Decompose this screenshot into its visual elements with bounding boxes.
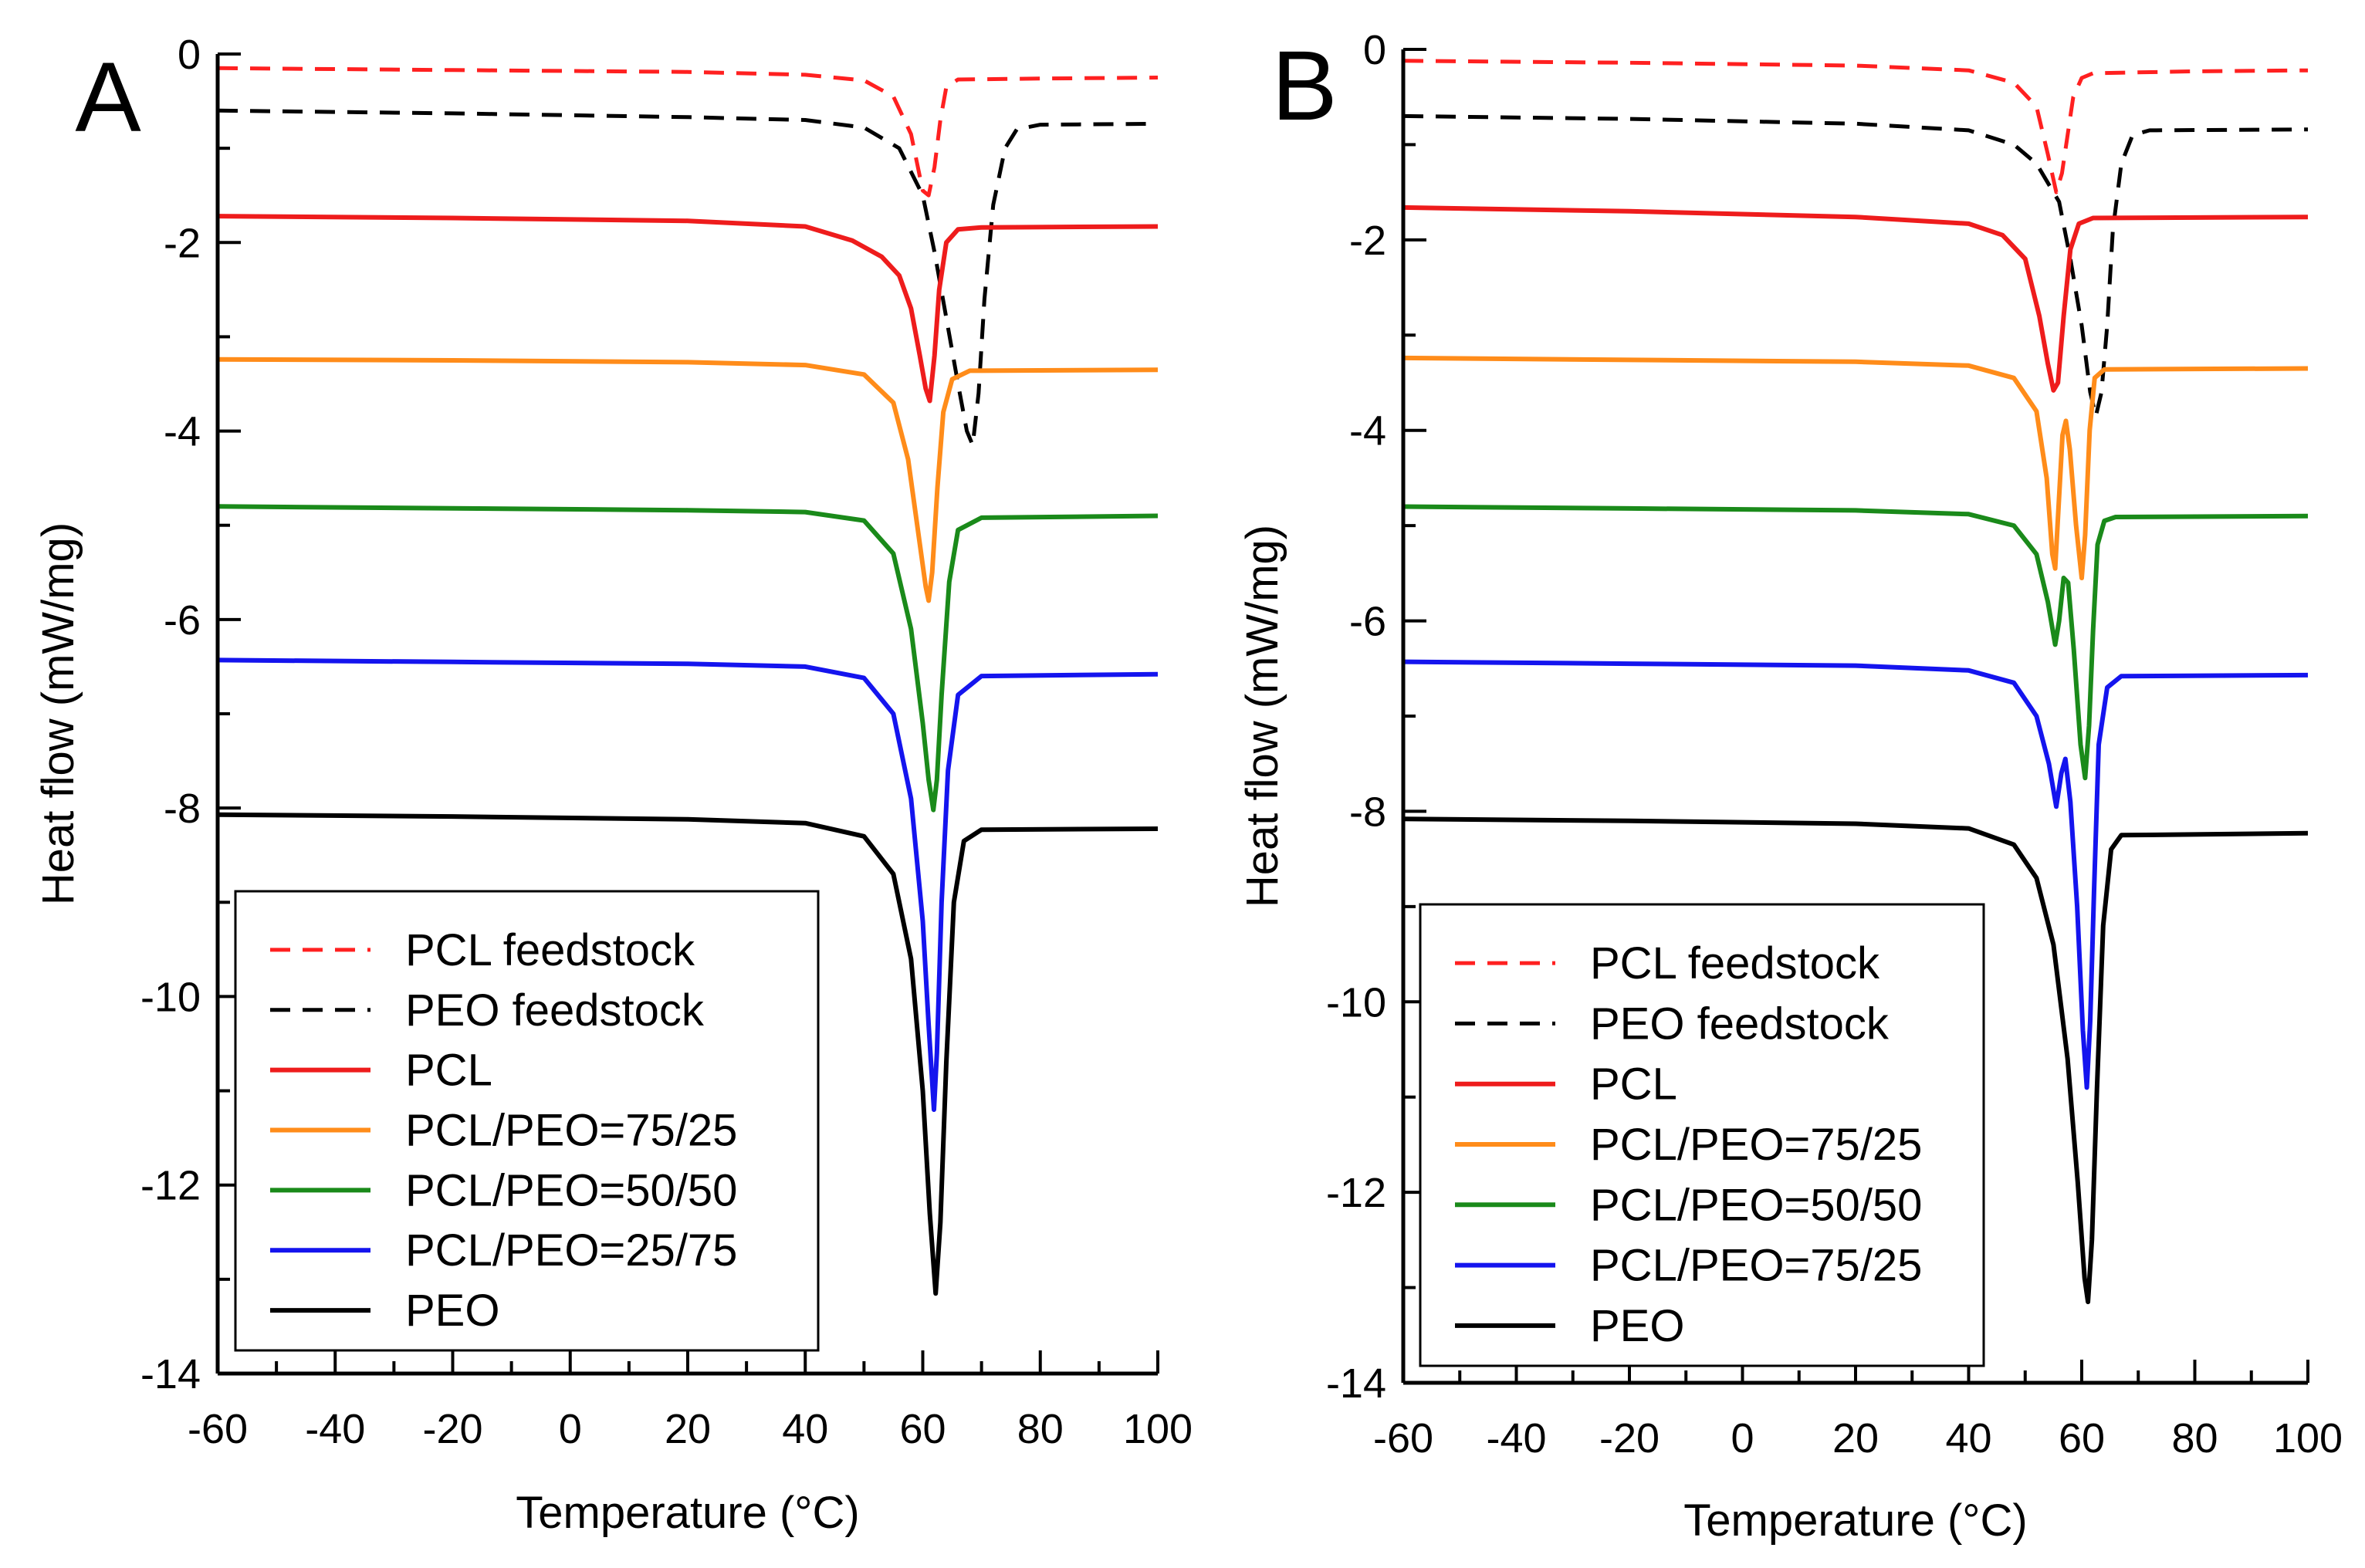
series-line-2 [218, 108, 1158, 448]
legend-label-5: PCL/PEO=50/50 [405, 1165, 737, 1215]
panel-label: B [1271, 31, 1337, 141]
legend: PCL feedstock PEO feedstock PCL PCL/PEO=75/… [1419, 903, 1985, 1367]
series-group [1403, 59, 2308, 1305]
y-tick-label: -12 [1326, 1170, 1386, 1216]
y-tick-label: -8 [1349, 789, 1386, 835]
x-tick-label: -20 [1599, 1415, 1660, 1462]
series-line-1 [218, 66, 1158, 198]
x-tick-label: 0 [1731, 1415, 1754, 1462]
y-axis-title: Heat flow (mW/mg) [33, 522, 83, 905]
x-tick-label: 20 [665, 1406, 711, 1452]
y-tick-label: -6 [164, 597, 201, 644]
legend-label-2: PEO feedstock [1590, 999, 1890, 1049]
legend-label-4: PCL/PEO=75/25 [405, 1106, 737, 1156]
series-line-6 [1403, 659, 2308, 1090]
series-line-3 [1403, 204, 2308, 393]
y-tick-label: -12 [140, 1163, 201, 1209]
x-axis-title: Temperature (°C) [516, 1488, 859, 1538]
series-group [218, 66, 1158, 1296]
legend-box [1419, 903, 1985, 1367]
series-line-4 [218, 357, 1158, 603]
series-line-6 [218, 657, 1158, 1112]
y-tick-label: -6 [1349, 599, 1386, 645]
y-tick-label: -4 [164, 409, 201, 455]
legend-label-5: PCL/PEO=50/50 [1590, 1180, 1922, 1230]
x-axis-title: Temperature (°C) [1683, 1495, 2027, 1546]
y-tick-label: -8 [164, 786, 201, 832]
series-line-4 [1403, 355, 2308, 580]
y-tick-label: -10 [140, 974, 201, 1020]
x-tick-label: 40 [782, 1406, 828, 1452]
panel-label: A [75, 42, 141, 153]
legend-label-3: PCL [1590, 1059, 1677, 1110]
series-line-7 [1403, 816, 2308, 1305]
series-line-7 [218, 812, 1158, 1296]
x-tick-label: -40 [305, 1406, 365, 1452]
series-line-3 [218, 214, 1158, 404]
legend-label-2: PEO feedstock [405, 985, 705, 1036]
legend: PCL feedstock PEO feedstock PCL PCL/PEO=75/… [234, 890, 820, 1352]
series-line-5 [218, 504, 1158, 813]
legend-label-1: PCL feedstock [405, 925, 695, 975]
y-tick-label: -14 [140, 1351, 201, 1397]
y-tick-label: -4 [1349, 408, 1386, 455]
panel-b: -60 -40 -20 0 20 40 60 80 100 0 -2 -4 -6 -8 -10 -12 -14 T… [1237, 27, 2343, 1546]
y-tick-label: -2 [164, 220, 201, 266]
y-axis-title: Heat flow (mW/mg) [1237, 525, 1287, 907]
x-tick-label: 60 [2059, 1415, 2105, 1462]
x-tick-label: 60 [899, 1406, 946, 1452]
x-tick-label: 100 [2273, 1415, 2343, 1462]
legend-label-7: PEO [405, 1286, 500, 1336]
series-line-2 [1403, 113, 2308, 418]
legend-label-1: PCL feedstock [1590, 938, 1880, 988]
y-tick-label: -2 [1349, 218, 1386, 264]
x-tick-label: 80 [2171, 1415, 2218, 1462]
legend-label-3: PCL [405, 1046, 492, 1096]
legend-label-6: PCL/PEO=75/25 [1590, 1241, 1922, 1291]
y-tick-label: -14 [1326, 1360, 1386, 1407]
series-line-1 [1403, 59, 2308, 194]
y-tick-label: -10 [1326, 979, 1386, 1026]
x-tick-label: 80 [1017, 1406, 1064, 1452]
x-tick-label: -60 [1373, 1415, 1433, 1462]
x-tick-label: 40 [1945, 1415, 1991, 1462]
x-tick-label: 20 [1832, 1415, 1879, 1462]
x-tick-label: 100 [1123, 1406, 1193, 1452]
legend-box [234, 890, 820, 1352]
x-tick-label: -20 [422, 1406, 482, 1452]
series-line-5 [1403, 504, 2308, 781]
x-tick-label: -60 [188, 1406, 248, 1452]
y-tick-label: 0 [178, 32, 201, 78]
panel-a: -60 -40 -20 0 20 40 60 80 100 0 -2 -4 -6 -8 -10 -12 -14 T… [33, 32, 1193, 1538]
y-tick-label: 0 [1363, 27, 1386, 73]
legend-label-4: PCL/PEO=75/25 [1590, 1120, 1922, 1170]
legend-label-6: PCL/PEO=25/75 [405, 1225, 737, 1276]
x-tick-label: 0 [559, 1406, 582, 1452]
legend-label-7: PEO [1590, 1301, 1685, 1351]
x-tick-label: -40 [1486, 1415, 1546, 1462]
